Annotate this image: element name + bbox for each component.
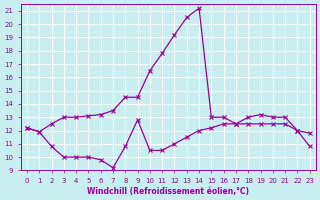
X-axis label: Windchill (Refroidissement éolien,°C): Windchill (Refroidissement éolien,°C) [87,187,249,196]
